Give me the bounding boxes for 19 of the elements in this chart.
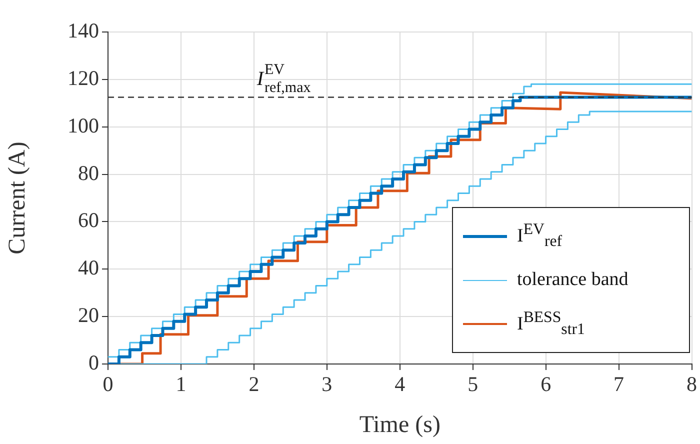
x-tick-label: 2 (248, 372, 260, 396)
x-tick-label: 8 (686, 372, 697, 396)
x-tick-label: 4 (394, 372, 406, 396)
y-tick-label: 40 (78, 256, 99, 280)
x-tick-label: 3 (322, 372, 332, 396)
y-tick-label: 120 (68, 66, 99, 90)
y-tick-label: 0 (88, 350, 99, 375)
x-tick-label: 5 (468, 372, 478, 396)
y-tick-label: 60 (78, 208, 99, 232)
x-tick-label: 7 (614, 372, 624, 396)
x-axis-title: Time (s) (359, 412, 440, 438)
y-tick-label: 80 (78, 160, 99, 185)
y-tick-label: 140 (68, 18, 99, 43)
y-tick-label: 20 (78, 303, 99, 328)
legend-label: tolerance band (517, 269, 628, 291)
y-axis-title: Current (A) (4, 142, 31, 254)
x-tick-label: 6 (540, 372, 552, 396)
y-tick-label: 100 (68, 113, 99, 138)
x-tick-label: 1 (176, 372, 186, 396)
